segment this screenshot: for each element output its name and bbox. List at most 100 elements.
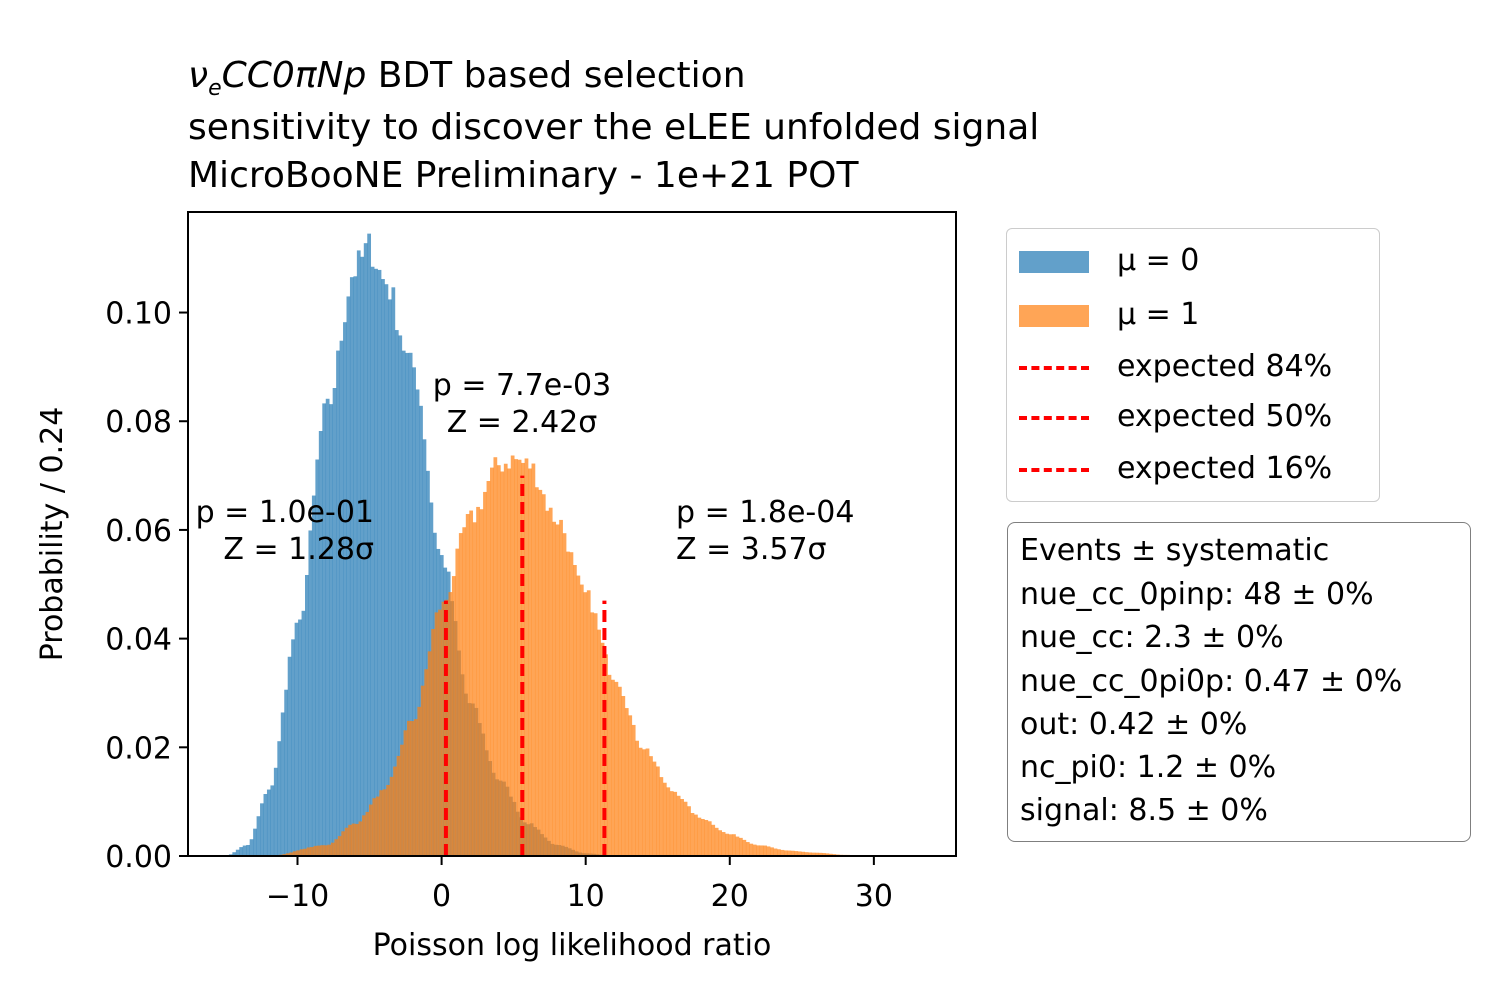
- bar-mu1: [770, 847, 774, 856]
- bar-mu0: [301, 610, 306, 856]
- bar-mu0: [329, 404, 333, 856]
- bar-mu1: [355, 823, 359, 856]
- bar-mu1: [811, 852, 816, 856]
- bar-mu0: [305, 574, 309, 856]
- bar-mu0: [374, 268, 378, 856]
- bar-mu0: [246, 844, 250, 856]
- legend-item-mu1: μ = 1: [1007, 295, 1379, 335]
- legend-item-expected-16: expected 16%: [1007, 449, 1379, 489]
- bar-mu1: [538, 489, 543, 856]
- bar-mu1: [431, 629, 435, 856]
- x-tick-label: 20: [711, 879, 749, 914]
- legend-label-mu0: μ = 0: [1117, 243, 1200, 278]
- y-tick-label: 0.06: [105, 514, 172, 549]
- bar-mu0: [336, 350, 340, 856]
- bar-mu1: [458, 533, 463, 856]
- legend-item-expected-84: expected 84%: [1007, 347, 1379, 387]
- bar-mu1: [611, 679, 615, 856]
- bar-mu1: [469, 510, 474, 856]
- bar-mu1: [821, 853, 826, 856]
- bar-mu1: [635, 740, 640, 856]
- bar-mu1: [794, 851, 799, 856]
- bar-mu0: [405, 352, 410, 856]
- bar-mu1: [669, 791, 674, 856]
- bar-mu1: [683, 801, 688, 856]
- title-nu-symbol: ν: [188, 55, 209, 96]
- x-axis-label: Poisson log likelihood ratio: [373, 928, 772, 963]
- bar-mu0: [398, 335, 403, 856]
- bar-mu1: [334, 839, 339, 856]
- bar-mu0: [311, 495, 316, 856]
- bar-mu0: [256, 816, 261, 856]
- bar-mu1: [324, 845, 328, 856]
- bar-mu1: [704, 819, 709, 856]
- bar-mu1: [541, 494, 546, 856]
- bar-mu0: [377, 269, 382, 857]
- bar-mu1: [790, 850, 795, 856]
- bar-mu1: [783, 850, 788, 856]
- bar-mu1: [576, 575, 581, 856]
- bar-mu0: [401, 350, 406, 856]
- bar-mu1: [510, 455, 515, 856]
- bar-mu1: [624, 708, 629, 856]
- bar-mu0: [325, 398, 330, 856]
- bar-mu1: [299, 849, 304, 856]
- bar-mu1: [766, 846, 771, 856]
- bar-mu0: [367, 233, 372, 857]
- bar-mu1: [434, 612, 439, 856]
- bar-mu1: [555, 524, 560, 856]
- bar-mu1: [666, 787, 671, 856]
- bar-mu0: [412, 367, 416, 856]
- bar-mu1: [593, 613, 598, 856]
- bar-mu1: [742, 839, 747, 856]
- bar-mu1: [815, 852, 819, 856]
- bar-mu0: [253, 828, 257, 856]
- bar-mu1: [673, 791, 678, 856]
- bar-mu1: [486, 481, 491, 856]
- bar-mu1: [472, 522, 477, 856]
- bar-mu1: [777, 849, 781, 856]
- bar-mu1: [358, 821, 363, 856]
- bar-mu1: [448, 592, 453, 856]
- x-tick-label: 10: [567, 879, 605, 914]
- bar-mu1: [465, 514, 470, 856]
- legend: μ = 0 μ = 1 expected 84% expected 50% ex…: [1006, 228, 1380, 502]
- legend-item-mu0: μ = 0: [1007, 241, 1379, 281]
- bar-mu1: [707, 821, 712, 856]
- bar-mu1: [614, 681, 619, 856]
- bar-mu1: [396, 755, 401, 856]
- bar-mu1: [725, 833, 729, 856]
- chart-title-line-3: MicroBooNE Preliminary - 1e+21 POT: [188, 155, 859, 196]
- bar-mu0: [370, 266, 375, 856]
- chart-title-line-2: sensitivity to discover the eLEE unfolde…: [188, 107, 1040, 148]
- bar-mu1: [749, 843, 754, 856]
- bar-mu1: [424, 669, 429, 856]
- bar-mu0: [318, 431, 323, 856]
- bar-mu0: [415, 389, 420, 856]
- annotation-84-p: p = 1.0e-01: [195, 495, 374, 530]
- bar-mu1: [531, 463, 536, 856]
- bar-mu1: [545, 510, 550, 856]
- x-tick-label: 0: [432, 879, 451, 914]
- annotation-50: p = 7.7e-03 Z = 2.42σ: [400, 367, 644, 441]
- bar-mu1: [631, 724, 636, 856]
- bar-mu1: [745, 842, 750, 856]
- bar-mu1: [410, 721, 415, 856]
- annotation-50-p: p = 7.7e-03: [432, 368, 612, 403]
- bar-mu1: [330, 842, 335, 856]
- bar-mu0: [249, 839, 254, 856]
- bar-mu1: [365, 811, 370, 856]
- events-line-nue-cc-0pinp: nue_cc_0pinp: 48 ± 0%: [1020, 577, 1374, 612]
- bar-mu1: [586, 590, 591, 856]
- bar-mu1: [818, 852, 823, 856]
- bar-mu1: [534, 487, 539, 856]
- bar-mu1: [559, 519, 563, 856]
- bar-mu1: [524, 458, 529, 856]
- bar-mu0: [384, 284, 389, 856]
- bar-mu1: [310, 847, 314, 856]
- bar-mu1: [503, 463, 508, 856]
- annotation-16-z: Z = 3.57σ: [676, 532, 827, 567]
- bar-mu1: [562, 533, 567, 856]
- bar-mu1: [566, 551, 570, 856]
- bar-mu1: [507, 468, 512, 856]
